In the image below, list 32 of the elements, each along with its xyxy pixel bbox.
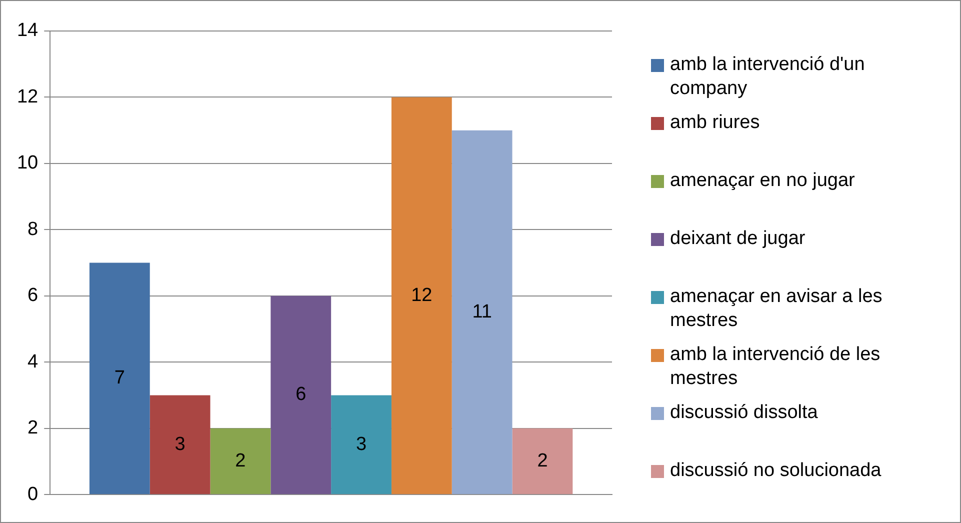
y-tick-label: 10 bbox=[16, 152, 38, 174]
y-tick-label: 12 bbox=[16, 86, 38, 108]
legend-label: amenaçar en avisar a les mestres bbox=[670, 285, 884, 333]
y-tick-label: 2 bbox=[28, 418, 38, 439]
data-label: 6 bbox=[296, 384, 306, 406]
data-label: 3 bbox=[174, 434, 186, 455]
bar bbox=[512, 428, 573, 494]
data-label: 2 bbox=[235, 450, 246, 472]
bar bbox=[89, 262, 150, 494]
bar bbox=[452, 130, 512, 494]
legend-label: amenaçar en no jugar bbox=[670, 169, 855, 193]
data-label: 2 bbox=[537, 450, 548, 472]
bar bbox=[331, 395, 392, 494]
data-label: 3 bbox=[356, 434, 367, 455]
data-label: 7 bbox=[114, 368, 125, 389]
legend-label: amb la intervenció d'un company bbox=[670, 53, 866, 101]
y-tick-label: 4 bbox=[28, 351, 39, 372]
y-tick-label: 6 bbox=[28, 285, 38, 306]
y-tick-label: 0 bbox=[28, 484, 38, 505]
legend-label: amb riures bbox=[670, 111, 760, 135]
y-tick-label: 8 bbox=[28, 218, 38, 240]
bar bbox=[210, 428, 271, 494]
legend-label: deixant de jugar bbox=[670, 227, 806, 251]
legend-label: discussió no solucionada bbox=[670, 459, 882, 483]
data-label: 11 bbox=[472, 301, 492, 322]
bar bbox=[391, 97, 452, 494]
legend-label: amb la intervenció de les mestres bbox=[670, 343, 882, 391]
data-label: 12 bbox=[411, 284, 432, 306]
bar bbox=[150, 395, 210, 494]
legend-label: discussió dissolta bbox=[670, 401, 818, 425]
bar bbox=[270, 296, 332, 494]
y-tick-label: 14 bbox=[16, 20, 39, 42]
